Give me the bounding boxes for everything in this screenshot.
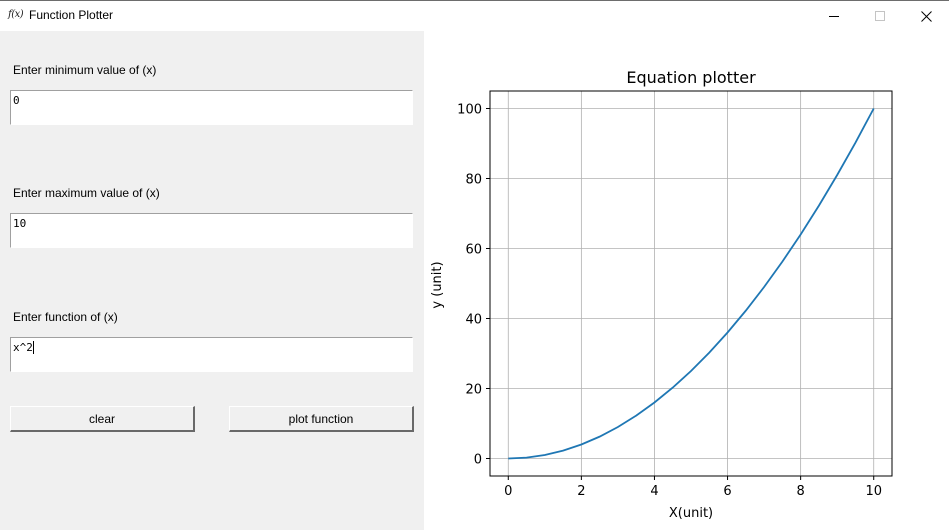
y-tick-label: 80 (465, 173, 482, 188)
window-title: Function Plotter (29, 8, 114, 22)
series-line (508, 108, 875, 460)
clear-button[interactable]: clear (10, 406, 195, 432)
y-tick-label: 0 (474, 453, 482, 468)
text-caret (32, 341, 34, 354)
function-label: Enter function of (x) (13, 310, 118, 324)
axes-frame (489, 90, 893, 477)
x-axis-label: X(unit) (669, 506, 713, 521)
max-x-label: Enter maximum value of (x) (13, 186, 160, 200)
minimize-button[interactable] (811, 1, 857, 31)
y-tick-label: 100 (457, 103, 482, 118)
plot-canvas: 0 2 4 6 8 10 0 20 40 60 80 100 Equation plotter X(u… (424, 31, 949, 530)
function-app-icon: f(x) (8, 9, 24, 20)
plot-function-button[interactable]: plot function (229, 406, 414, 432)
function-value: x^2 (13, 341, 33, 354)
x-tick-label: 0 (504, 484, 512, 499)
x-tick-label: 6 (723, 484, 731, 499)
close-icon (920, 10, 932, 22)
max-x-value: 10 (13, 217, 27, 230)
close-button[interactable] (903, 1, 949, 31)
min-x-input[interactable]: 0 (10, 90, 413, 125)
min-x-label: Enter minimum value of (x) (13, 63, 157, 77)
x-tick-label: 4 (650, 484, 658, 499)
y-tick-label: 60 (465, 243, 482, 258)
maximize-button[interactable] (857, 1, 903, 31)
max-x-input[interactable]: 10 (10, 213, 413, 248)
y-tick-label: 20 (465, 383, 482, 398)
x-tick-label: 10 (865, 484, 882, 499)
x-tick-label: 2 (577, 484, 585, 499)
min-x-value: 0 (13, 94, 20, 107)
minimize-icon (829, 16, 839, 17)
chart-title: Equation plotter (626, 68, 756, 87)
y-tick-label: 40 (465, 313, 482, 328)
control-panel: Enter minimum value of (x) 0 Enter maxim… (0, 31, 424, 530)
y-axis-label: y (unit) (430, 261, 445, 308)
maximize-icon (875, 11, 885, 21)
function-input[interactable]: x^2 (10, 337, 413, 372)
title-bar[interactable]: f(x) Function Plotter (0, 0, 949, 31)
x-tick-label: 8 (796, 484, 804, 499)
